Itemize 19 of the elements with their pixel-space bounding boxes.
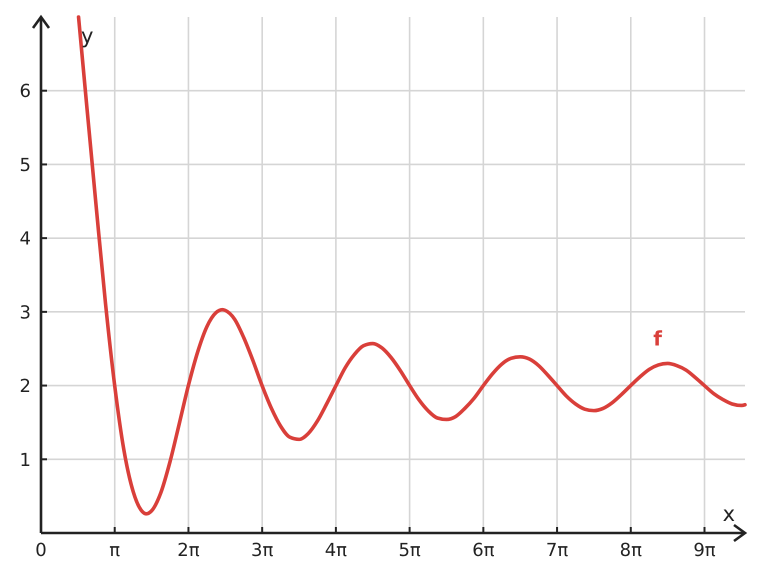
x-tick-label: 9π [693, 540, 716, 561]
x-tick-label: 4π [324, 540, 348, 561]
x-tick-label: 3π [251, 540, 274, 561]
x-tick-label: 5π [398, 540, 421, 561]
x-tick-label: 6π [472, 540, 495, 561]
y-tick-label: 6 [20, 81, 31, 102]
x-tick-label: 7π [546, 540, 568, 561]
y-tick-label: 2 [20, 376, 31, 398]
x-tick-label: 8π [620, 540, 642, 561]
y-tick-label: 1 [20, 450, 31, 471]
x-tick-label: π [109, 540, 120, 561]
y-tick-label: 4 [20, 228, 31, 250]
y-tick-label: 3 [20, 302, 31, 324]
x-axis-title: x [722, 502, 735, 526]
y-axis-title: y [81, 24, 94, 48]
y-tick-label: 5 [20, 154, 31, 176]
x-tick-label: 0 [35, 540, 47, 561]
series-label: f [653, 326, 662, 350]
x-tick-label: 2π [177, 540, 200, 561]
